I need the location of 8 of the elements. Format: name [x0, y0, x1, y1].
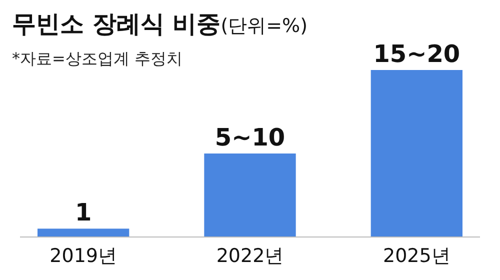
x-tick-label: 2025년	[382, 245, 450, 267]
chart-title: 무빈소 장례식 비중(단위=%)	[12, 10, 308, 38]
x-tick-label: 2019년	[50, 245, 118, 267]
x-tick-label: 2022년	[216, 245, 284, 267]
data-label: 1	[74, 198, 92, 227]
data-label: 15~20	[373, 40, 460, 68]
data-label: 5~10	[214, 124, 286, 152]
text: *자료=상조업계 추정치	[12, 49, 182, 68]
